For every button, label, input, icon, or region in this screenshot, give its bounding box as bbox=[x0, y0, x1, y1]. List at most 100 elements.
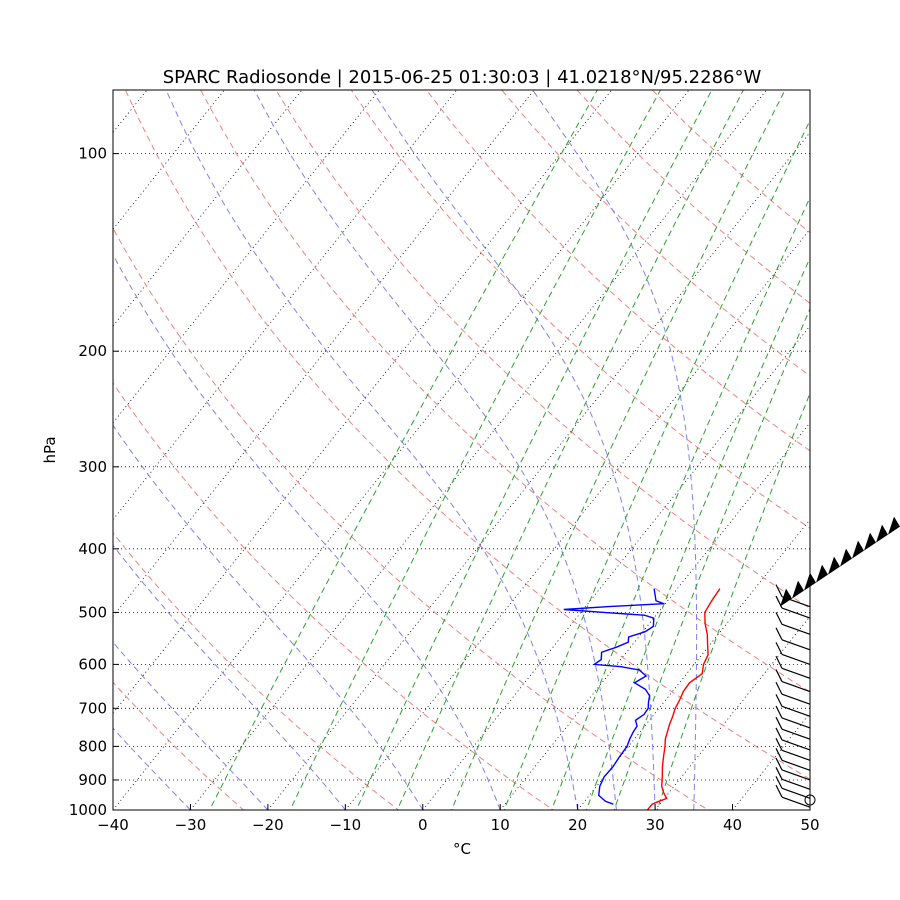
isotherm-line bbox=[190, 90, 767, 810]
mixing-ratio-line bbox=[451, 90, 786, 810]
calm-wind-circle bbox=[804, 794, 816, 806]
wind-barb-pennant bbox=[864, 532, 876, 551]
wind-barb bbox=[781, 680, 811, 693]
dewpoint-line bbox=[563, 588, 664, 805]
moist-adiabat-line bbox=[113, 253, 501, 810]
x-axis-label: °C bbox=[453, 840, 471, 858]
wind-barb-pennant bbox=[840, 548, 852, 567]
isotherm-line bbox=[0, 8, 58, 810]
wind-barb bbox=[781, 623, 811, 635]
wind-barb-flag bbox=[775, 584, 783, 597]
wind-barb bbox=[781, 796, 811, 808]
mixing-ratio-line bbox=[613, 307, 810, 810]
x-tick-label: 0 bbox=[418, 816, 428, 834]
profiles bbox=[563, 588, 721, 810]
wind-barb bbox=[781, 705, 811, 717]
x-tick-label: 20 bbox=[568, 816, 587, 834]
dry-adiabat-line bbox=[124, 90, 810, 780]
wind-barb-flag bbox=[775, 627, 783, 641]
mixing-ratio-line bbox=[585, 256, 810, 810]
isotherm-line bbox=[499, 422, 810, 810]
wind-barb-flag bbox=[775, 669, 783, 682]
dry-adiabat-line bbox=[350, 90, 810, 529]
y-tick-label: 300 bbox=[78, 458, 107, 476]
wind-barb-pennant bbox=[780, 588, 792, 607]
wind-barb-flag bbox=[775, 748, 783, 761]
wind-barb-flag bbox=[775, 784, 783, 798]
wind-barb-pennant bbox=[792, 580, 804, 599]
wind-barb bbox=[781, 769, 811, 781]
y-tick-label: 600 bbox=[78, 655, 107, 673]
mixing-ratio-line bbox=[209, 90, 598, 810]
wind-barb-flag bbox=[775, 705, 783, 719]
wind-barb-flag bbox=[775, 716, 783, 730]
isotherm-line bbox=[809, 809, 810, 810]
moist-adiabat-line bbox=[165, 90, 579, 810]
x-tick-label: −10 bbox=[330, 816, 362, 834]
wind-barb bbox=[781, 728, 811, 740]
wind-barb bbox=[781, 693, 811, 705]
isotherm-line bbox=[887, 8, 900, 810]
wind-barb bbox=[781, 717, 811, 729]
mixing-ratio-line bbox=[503, 119, 810, 810]
wind-barb bbox=[781, 759, 811, 771]
wind-barb-flag bbox=[775, 767, 783, 780]
dry-adiabat-line bbox=[425, 90, 810, 452]
wind-barb-flag bbox=[775, 595, 783, 609]
wind-barb bbox=[781, 653, 811, 665]
isotherm-line bbox=[113, 90, 303, 327]
wind-barb-pennant bbox=[816, 564, 828, 583]
wind-barb-pennant bbox=[828, 556, 840, 575]
isotherm-line bbox=[113, 90, 225, 230]
wind-barbs bbox=[775, 516, 900, 808]
moist-adiabat-line bbox=[113, 544, 346, 810]
isotherm-line bbox=[0, 8, 135, 810]
dry-adiabat-line bbox=[113, 681, 245, 810]
y-tick-label: 400 bbox=[78, 540, 107, 558]
x-tick-label: 50 bbox=[800, 816, 819, 834]
dry-adiabat-line bbox=[113, 382, 555, 810]
wind-barb-flag bbox=[775, 612, 783, 625]
dry-adiabat-line bbox=[200, 90, 810, 693]
wind-barb-flag bbox=[775, 642, 783, 655]
dry-adiabat-line bbox=[113, 532, 400, 810]
wind-barb bbox=[781, 787, 811, 799]
x-tick-label: −40 bbox=[97, 816, 129, 834]
mixing-ratio-line bbox=[656, 391, 810, 810]
wind-barb-flag bbox=[775, 694, 783, 707]
moist-adiabat-line bbox=[113, 424, 424, 810]
wind-barb-flag bbox=[775, 656, 783, 669]
moist-adiabat-line bbox=[113, 727, 191, 810]
isotherm-line bbox=[113, 90, 148, 134]
isotherm-line bbox=[577, 518, 810, 810]
moist-adiabat-line bbox=[532, 90, 698, 810]
wind-barb bbox=[781, 739, 811, 751]
moist-adiabat-line bbox=[371, 90, 656, 810]
mixing-ratio-line bbox=[289, 90, 661, 810]
isotherm-line bbox=[345, 228, 810, 810]
wind-barb bbox=[781, 667, 811, 679]
wind-barb-pennant bbox=[852, 540, 864, 559]
plot-frame bbox=[112, 89, 811, 811]
wind-barb-pennant bbox=[876, 524, 888, 543]
temperature-line bbox=[646, 588, 721, 810]
y-tick-label: 200 bbox=[78, 342, 107, 360]
wind-barb-pennant bbox=[804, 572, 816, 591]
moist-adiabat-line bbox=[113, 641, 269, 810]
background-lines bbox=[0, 8, 900, 810]
chart-title: SPARC Radiosonde | 2015-06-25 01:30:03 |… bbox=[163, 67, 762, 88]
wind-barb-flag bbox=[775, 757, 783, 771]
x-tick-label: −30 bbox=[175, 816, 207, 834]
y-axis-label: hPa bbox=[41, 436, 59, 463]
wind-barb bbox=[781, 607, 811, 619]
wind-barb-flag bbox=[775, 738, 783, 751]
dry-adiabat-line bbox=[275, 90, 810, 610]
x-tick-label: 40 bbox=[723, 816, 742, 834]
wind-barb bbox=[781, 749, 811, 761]
y-tick-label: 900 bbox=[78, 771, 107, 789]
wind-barb-flag bbox=[775, 776, 783, 789]
mixing-ratio-line bbox=[551, 196, 810, 810]
dry-adiabat-line bbox=[576, 90, 810, 304]
y-tick-label: 1000 bbox=[69, 801, 107, 819]
